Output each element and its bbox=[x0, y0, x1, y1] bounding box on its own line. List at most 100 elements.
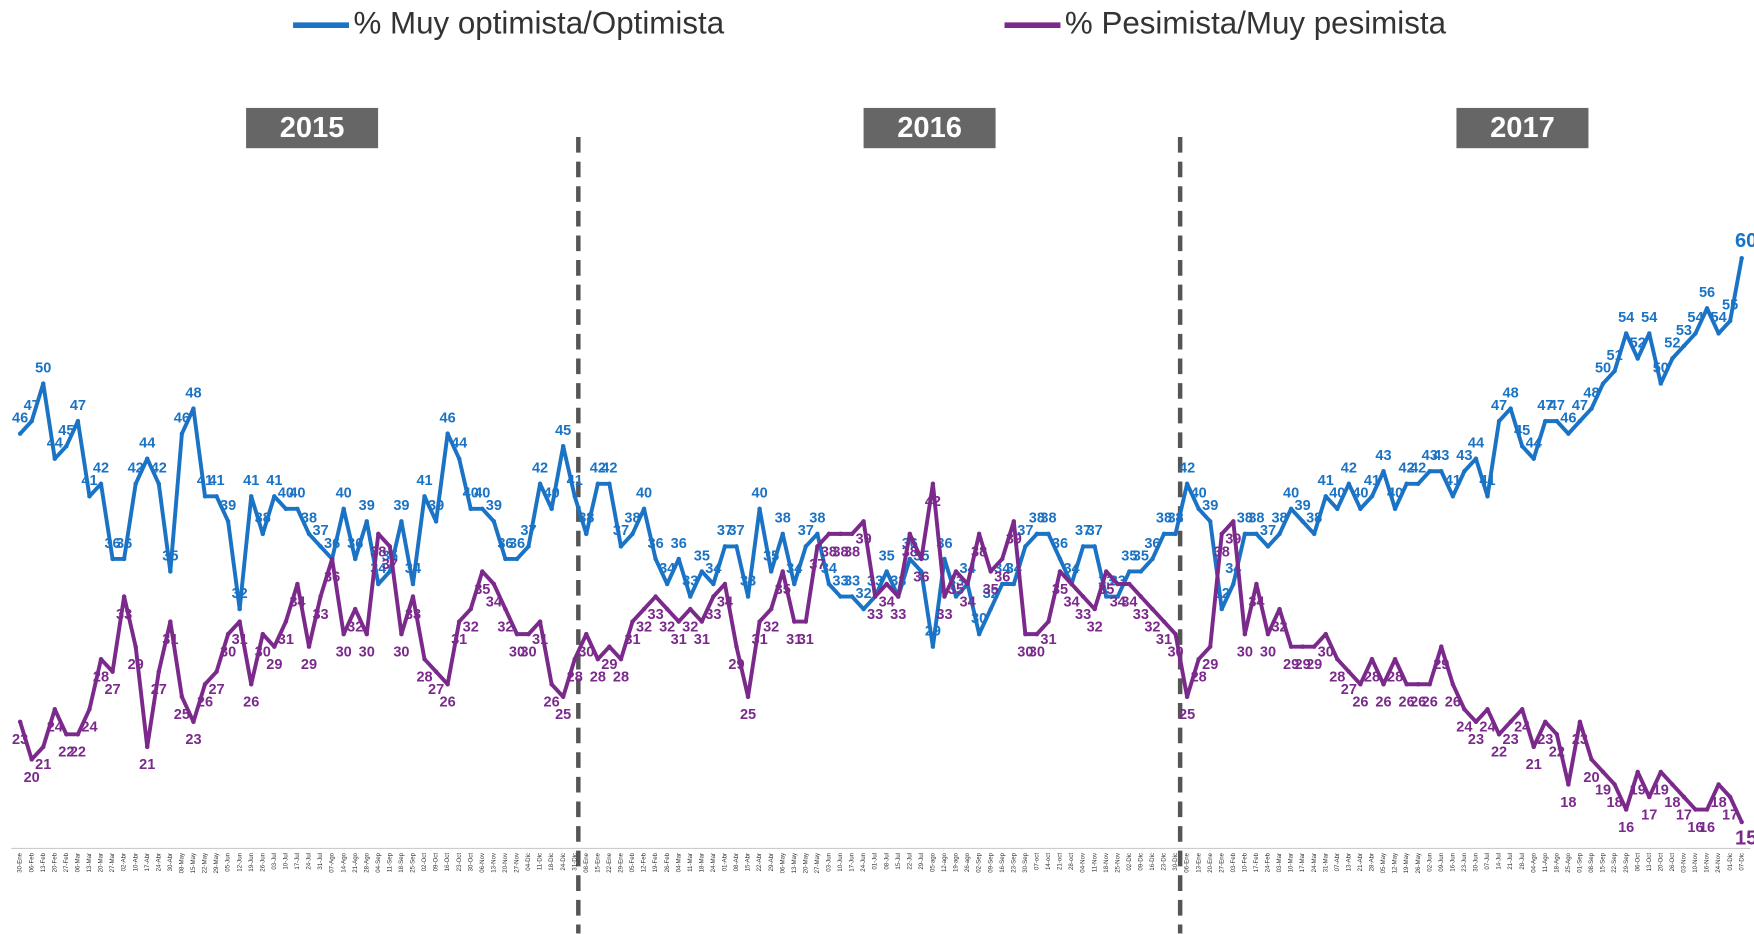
point bbox=[1034, 631, 1040, 637]
point bbox=[826, 581, 832, 587]
data-label: 26 bbox=[440, 695, 456, 711]
data-label: 30 bbox=[1017, 644, 1033, 660]
year-box bbox=[246, 107, 379, 149]
point bbox=[260, 531, 266, 537]
x-tick-label: 03-Mar bbox=[1276, 853, 1283, 872]
data-label: 19 bbox=[1653, 782, 1669, 798]
data-label: 47 bbox=[70, 398, 86, 414]
point bbox=[1531, 744, 1536, 750]
point bbox=[133, 644, 138, 649]
point bbox=[953, 594, 959, 599]
data-label: 38 bbox=[1214, 544, 1230, 560]
data-label: 30 bbox=[359, 644, 375, 660]
point bbox=[803, 619, 809, 624]
data-label: 27 bbox=[104, 682, 120, 698]
x-tick-label: 30-Sep bbox=[1022, 852, 1029, 872]
data-label: 39 bbox=[1202, 498, 1218, 514]
x-tick-label: 29-Ene bbox=[618, 852, 625, 872]
x-tick-label: 31-Dic bbox=[571, 853, 578, 871]
x-tick-label: 24-Mar bbox=[1311, 853, 1318, 872]
data-label: 16 bbox=[1618, 820, 1634, 836]
x-tick-label: 13-Feb bbox=[40, 852, 47, 872]
point bbox=[179, 694, 185, 700]
data-label: 30 bbox=[578, 644, 594, 660]
data-label: 23 bbox=[1468, 732, 1484, 748]
point bbox=[1358, 506, 1363, 512]
data-label: 40 bbox=[636, 486, 652, 502]
data-label: 33 bbox=[312, 607, 328, 623]
data-label: 38 bbox=[255, 511, 271, 527]
point bbox=[318, 594, 323, 599]
data-label: 30 bbox=[1260, 644, 1276, 660]
point bbox=[168, 619, 173, 624]
point bbox=[1670, 782, 1675, 787]
data-label: 31 bbox=[162, 632, 178, 648]
data-label: 33 bbox=[682, 573, 698, 589]
data-label: 28 bbox=[567, 670, 583, 686]
point bbox=[1196, 506, 1201, 512]
x-tick-label: 23-Sep bbox=[1010, 852, 1017, 872]
point bbox=[491, 581, 497, 587]
data-label: 34 bbox=[486, 594, 502, 610]
data-label: 35 bbox=[763, 548, 779, 564]
data-label: 35 bbox=[474, 582, 490, 598]
data-label: 38 bbox=[821, 544, 837, 560]
data-label: 40 bbox=[1352, 486, 1368, 502]
x-tick-label: 02-Oct bbox=[421, 853, 428, 872]
data-label: 38 bbox=[1248, 511, 1264, 527]
point bbox=[711, 594, 716, 599]
x-tick-label: 20-Ene bbox=[1207, 852, 1214, 872]
point bbox=[1011, 581, 1017, 587]
point bbox=[110, 669, 115, 674]
series-line bbox=[18, 257, 1744, 649]
point bbox=[1519, 443, 1525, 449]
point bbox=[1115, 581, 1121, 587]
data-label: 54 bbox=[1711, 310, 1727, 326]
data-label: 30 bbox=[255, 644, 271, 660]
data-label: 21 bbox=[1526, 757, 1542, 773]
data-label: 30 bbox=[336, 644, 352, 660]
point bbox=[1219, 606, 1224, 612]
point bbox=[1254, 581, 1259, 587]
point bbox=[1173, 531, 1178, 537]
point bbox=[1531, 456, 1536, 461]
data-label: 34 bbox=[879, 594, 895, 610]
data-label: 37 bbox=[312, 523, 328, 539]
data-label: 29 bbox=[1202, 657, 1218, 673]
data-label: 42 bbox=[532, 461, 548, 477]
point bbox=[1566, 431, 1571, 436]
point bbox=[1069, 581, 1074, 587]
x-tick-label: 18-Ago bbox=[1553, 852, 1560, 872]
data-label: 28 bbox=[93, 670, 109, 686]
data-label: 38 bbox=[832, 544, 848, 560]
data-label: 54 bbox=[1687, 310, 1703, 326]
x-tick-label: 28-Ago bbox=[363, 852, 370, 872]
data-label: 34 bbox=[659, 561, 675, 577]
data-label: 30 bbox=[971, 611, 987, 627]
data-label: 40 bbox=[474, 486, 490, 502]
point bbox=[907, 556, 913, 562]
point bbox=[653, 556, 658, 562]
x-tick-label: 28-Abr bbox=[1369, 853, 1376, 871]
data-label: 41 bbox=[1364, 473, 1380, 489]
data-label: 46 bbox=[174, 410, 190, 426]
data-label: 37 bbox=[613, 523, 629, 539]
data-label: 44 bbox=[47, 436, 63, 452]
data-label: 18 bbox=[1711, 795, 1727, 811]
x-tick-label: 23-Dic bbox=[1161, 853, 1168, 871]
data-label: 29 bbox=[128, 657, 144, 673]
data-label: 32 bbox=[682, 619, 698, 635]
data-label: 60 bbox=[1735, 230, 1754, 252]
point bbox=[1496, 732, 1502, 737]
data-label: 27 bbox=[151, 682, 167, 698]
x-tick-label: 27-Nov bbox=[514, 852, 521, 873]
point bbox=[1635, 356, 1640, 361]
point bbox=[1427, 469, 1432, 474]
data-label: 26 bbox=[1445, 695, 1461, 711]
data-label: 22 bbox=[1491, 745, 1507, 761]
data-label: 37 bbox=[1087, 523, 1103, 539]
x-tick-label: 05-Feb bbox=[629, 852, 636, 872]
x-tick-label: 18-Dic bbox=[548, 853, 555, 871]
point bbox=[306, 644, 312, 649]
x-tick-label: 07-Abr bbox=[1334, 853, 1341, 871]
